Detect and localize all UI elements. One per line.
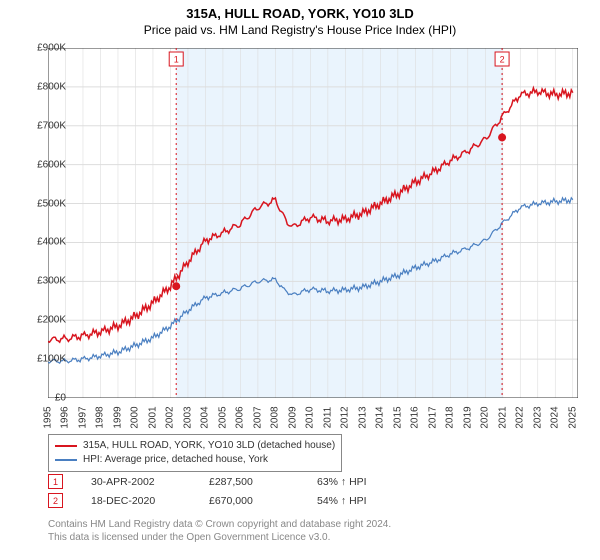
xtick-label: 2022 [515,406,526,428]
ytick-label: £800K [24,81,66,92]
svg-text:2: 2 [500,55,505,65]
marker-date: 30-APR-2002 [91,476,181,488]
xtick-label: 2000 [130,406,141,428]
svg-text:1: 1 [174,55,179,65]
xtick-label: 2003 [182,406,193,428]
xtick-label: 2018 [445,406,456,428]
xtick-label: 2024 [550,406,561,428]
marker-box: 1 [48,474,63,489]
page-title-line2: Price paid vs. HM Land Registry's House … [0,23,600,37]
xtick-label: 2002 [165,406,176,428]
xtick-label: 2001 [147,406,158,428]
xtick-label: 1998 [95,406,106,428]
xtick-label: 2017 [427,406,438,428]
ytick-label: £400K [24,237,66,248]
xtick-label: 2016 [410,406,421,428]
xtick-label: 2005 [217,406,228,428]
ytick-label: £500K [24,198,66,209]
page-title-line1: 315A, HULL ROAD, YORK, YO10 3LD [0,6,600,21]
ytick-label: £0 [24,393,66,404]
xtick-label: 2012 [340,406,351,428]
xtick-label: 2015 [392,406,403,428]
xtick-label: 2021 [497,406,508,428]
footer-line2: This data is licensed under the Open Gov… [48,531,391,544]
xtick-label: 2014 [375,406,386,428]
legend-row-1: 315A, HULL ROAD, YORK, YO10 3LD (detache… [55,439,335,453]
ytick-label: £600K [24,159,66,170]
xtick-label: 2008 [270,406,281,428]
xtick-label: 2013 [357,406,368,428]
marker-hpi: 63% ↑ HPI [317,476,367,488]
xtick-label: 2011 [322,407,333,429]
marker-price: £670,000 [209,495,289,507]
legend: 315A, HULL ROAD, YORK, YO10 3LD (detache… [48,434,342,472]
legend-label-1: 315A, HULL ROAD, YORK, YO10 3LD (detache… [83,439,335,453]
xtick-label: 2010 [305,406,316,428]
chart-svg: 12 [48,48,578,398]
xtick-label: 2025 [567,406,578,428]
xtick-label: 1999 [112,406,123,428]
marker-price: £287,500 [209,476,289,488]
xtick-label: 1995 [43,406,54,428]
ytick-label: £300K [24,276,66,287]
marker-row: 2 18-DEC-2020 £670,000 54% ↑ HPI [48,493,367,508]
footer-line1: Contains HM Land Registry data © Crown c… [48,518,391,531]
legend-swatch-2 [55,459,77,461]
xtick-label: 2004 [200,406,211,428]
legend-swatch-1 [55,445,77,447]
legend-label-2: HPI: Average price, detached house, York [83,453,268,467]
ytick-label: £100K [24,354,66,365]
xtick-label: 2019 [462,406,473,428]
ytick-label: £700K [24,120,66,131]
marker-hpi: 54% ↑ HPI [317,495,367,507]
xtick-label: 2006 [235,406,246,428]
xtick-label: 1997 [77,406,88,428]
ytick-label: £900K [24,43,66,54]
ytick-label: £200K [24,315,66,326]
xtick-label: 2007 [252,406,263,428]
legend-row-2: HPI: Average price, detached house, York [55,453,335,467]
xtick-label: 1996 [60,406,71,428]
marker-row: 1 30-APR-2002 £287,500 63% ↑ HPI [48,474,367,489]
footer-text: Contains HM Land Registry data © Crown c… [48,518,391,544]
marker-table: 1 30-APR-2002 £287,500 63% ↑ HPI 2 18-DEC-202… [48,474,367,512]
marker-box: 2 [48,493,63,508]
xtick-label: 2020 [480,406,491,428]
xtick-label: 2009 [287,406,298,428]
marker-date: 18-DEC-2020 [91,495,181,507]
xtick-label: 2023 [532,406,543,428]
